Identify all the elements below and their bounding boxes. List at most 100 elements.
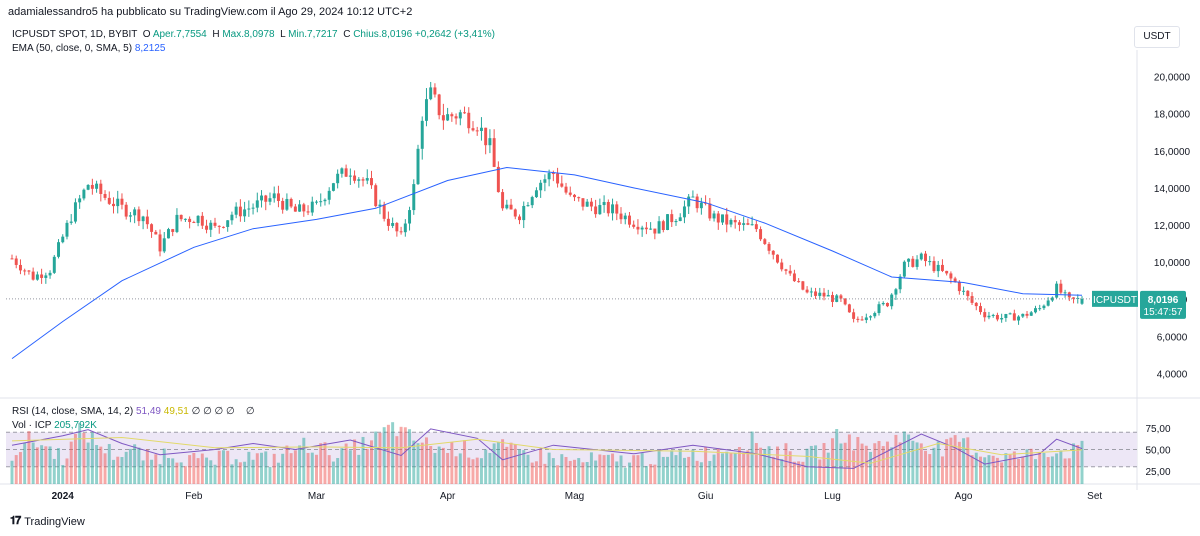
candle-body (640, 227, 644, 230)
candle-body (907, 258, 911, 262)
candle-body (433, 87, 437, 95)
rsi-legend: RSI (14, close, SMA, 14, 2) 51,49 49,51 … (12, 406, 255, 417)
candle-body (179, 214, 183, 220)
candle-body (522, 205, 526, 221)
candle-body (1063, 292, 1067, 294)
candle-body (543, 179, 547, 183)
volume-bar (928, 454, 932, 484)
volume-label[interactable]: Vol · ICP (12, 420, 52, 431)
volume-bar (505, 446, 509, 484)
candle-body (581, 198, 585, 207)
candle-body (915, 259, 919, 267)
candle-body (141, 216, 145, 222)
candle-body (319, 201, 323, 203)
volume-bar (560, 454, 564, 484)
volume-bar (1000, 462, 1004, 484)
candle-body (395, 223, 399, 232)
volume-bar (763, 449, 767, 484)
volume-bar (323, 442, 327, 484)
volume-bar (716, 448, 720, 484)
candle-body (763, 239, 767, 244)
candle-body (983, 312, 987, 318)
currency-button[interactable]: USDT (1134, 26, 1180, 48)
volume-bar (306, 452, 310, 484)
volume-bar (1072, 443, 1076, 484)
candle-body (281, 200, 285, 210)
rsi-label[interactable]: RSI (14, close, SMA, 14, 2) (12, 406, 134, 417)
candle-body (636, 226, 640, 230)
candle-body (936, 264, 940, 272)
symbol-label[interactable]: ICPUSDT SPOT, 1D, BYBIT (12, 29, 138, 40)
volume-bar (382, 427, 386, 484)
candle-body (708, 203, 712, 219)
candle-body (35, 274, 39, 280)
volume-value: 205,792K (54, 420, 97, 431)
candle-body (353, 175, 357, 181)
candle-body (217, 225, 221, 227)
candle-body (814, 291, 818, 296)
candle-body (805, 289, 809, 293)
volume-bar (995, 457, 999, 484)
candle-body (205, 225, 209, 230)
volume-bar (479, 458, 483, 484)
volume-bar (919, 443, 923, 484)
ema-label[interactable]: EMA (50, close, 0, SMA, 5) (12, 43, 133, 54)
volume-bar (801, 461, 805, 484)
candle-body (315, 201, 318, 203)
volume-bar (1059, 450, 1063, 484)
candle-body (382, 204, 386, 219)
volume-bar (441, 447, 445, 484)
volume-bar (1050, 456, 1054, 484)
open-label: O (142, 29, 151, 40)
volume-bar (809, 445, 813, 484)
candle-body (594, 206, 598, 215)
candle-body (441, 115, 445, 121)
candle-body (742, 223, 746, 225)
volume-bar (221, 450, 225, 484)
volume-bar (742, 452, 746, 484)
candle-body (966, 290, 970, 297)
volume-bar (348, 450, 352, 484)
candle-body (885, 303, 889, 307)
volume-bar (682, 457, 686, 484)
volume-bar (573, 459, 576, 484)
candle-body (124, 204, 128, 217)
x-tick-label: Ago (955, 491, 973, 502)
volume-bar (670, 450, 674, 484)
candle-body (767, 243, 771, 251)
volume-bar (99, 446, 103, 484)
volume-bar (395, 436, 399, 484)
volume-bar (1076, 445, 1080, 484)
candle-body (513, 209, 517, 217)
volume-bar (653, 464, 657, 484)
candle-body (116, 198, 120, 207)
volume-bar (424, 437, 428, 484)
volume-bar (226, 450, 230, 484)
volume-bar (598, 454, 602, 484)
candle-body (573, 194, 576, 198)
volume-bar (830, 438, 834, 484)
candle-body (759, 229, 763, 240)
volume-bar (843, 442, 847, 484)
volume-bar (272, 453, 276, 484)
candle-body (264, 195, 268, 202)
candle-body (957, 281, 961, 292)
volume-bar (403, 427, 407, 484)
volume-bar (725, 451, 729, 484)
rsi-ma-value: 49,51 (163, 406, 189, 417)
volume-bar (818, 459, 822, 484)
volume-bar (171, 458, 175, 484)
volume-bar (585, 461, 589, 484)
candle-body (721, 214, 724, 223)
volume-bar (65, 458, 69, 484)
candle-body (260, 195, 264, 201)
candle-body (776, 254, 779, 263)
candle-body (611, 204, 615, 214)
candle-body (48, 272, 52, 276)
candle-body (835, 295, 839, 302)
volume-bar (1080, 440, 1084, 484)
candle-body (331, 183, 335, 191)
volume-bar (847, 434, 851, 484)
candle-body (391, 223, 395, 226)
